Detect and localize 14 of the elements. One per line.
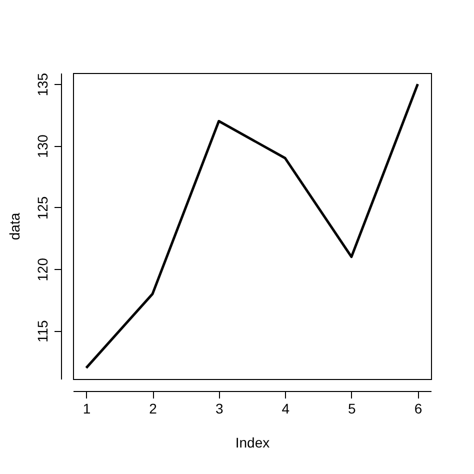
y-axis-title: data bbox=[6, 212, 22, 240]
x-tick-label: 2 bbox=[149, 400, 158, 416]
x-tick-label: 5 bbox=[348, 400, 356, 416]
x-tick-label: 3 bbox=[215, 400, 224, 416]
y-tick-label: 120 bbox=[34, 258, 50, 282]
y-tick-label: 135 bbox=[34, 72, 50, 96]
x-tick-label: 1 bbox=[82, 400, 91, 416]
y-tick-label: 125 bbox=[34, 196, 50, 220]
y-tick-label: 115 bbox=[34, 320, 50, 343]
x-tick-label: 6 bbox=[414, 400, 422, 416]
y-tick-label: 130 bbox=[34, 134, 50, 158]
x-tick-label: 4 bbox=[282, 400, 290, 416]
line-series bbox=[85, 82, 419, 370]
x-axis-title: Index bbox=[235, 434, 270, 450]
